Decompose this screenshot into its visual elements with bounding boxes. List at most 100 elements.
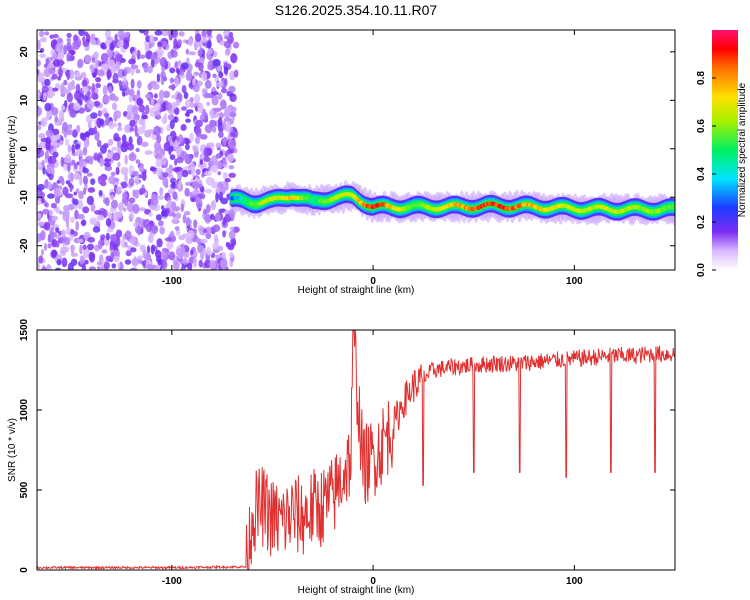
top-plot-frame (36, 29, 676, 271)
noise-cell (73, 172, 81, 181)
noise-cell (217, 183, 224, 189)
noise-cell (181, 62, 189, 70)
noise-cell (185, 143, 190, 151)
noise-cell (93, 126, 97, 134)
noise-cell (173, 206, 181, 212)
noise-cell (132, 189, 136, 198)
noise-cell (65, 218, 70, 228)
noise-cell (122, 192, 128, 201)
noise-cell (228, 230, 236, 240)
noise-cell (229, 111, 237, 118)
noise-cell (228, 32, 234, 37)
noise-cell (153, 110, 162, 116)
noise-cell (48, 209, 54, 217)
noise-cell (116, 139, 122, 149)
noise-cell (187, 230, 195, 239)
noise-cell (184, 112, 190, 117)
noise-cell (84, 95, 89, 101)
noise-cell (139, 104, 146, 113)
noise-cell (195, 198, 203, 209)
noise-cell (73, 198, 79, 206)
noise-cell (122, 40, 130, 50)
noise-cell (84, 54, 92, 64)
noise-cell (123, 68, 128, 76)
noise-cell (194, 93, 201, 104)
noise-cell (178, 179, 182, 190)
noise-cell (60, 229, 67, 238)
noise-cell (204, 79, 212, 89)
noise-cell (66, 70, 71, 81)
noise-cell (154, 93, 158, 99)
noise-cell (145, 104, 150, 115)
noise-cell (180, 124, 187, 131)
noise-cell (201, 30, 207, 38)
noise-cell (88, 266, 96, 270)
noise-cell (173, 107, 180, 115)
noise-cell (140, 141, 149, 147)
noise-cell (111, 146, 118, 151)
noise-cell (204, 188, 212, 194)
noise-cell (81, 79, 88, 88)
noise-cell (203, 92, 210, 99)
noise-cell (223, 66, 229, 75)
noise-cell (210, 164, 218, 173)
noise-cell (194, 33, 202, 43)
noise-cell (218, 117, 223, 126)
noise-cell (60, 86, 68, 95)
noise-cell (126, 143, 135, 151)
noise-cell (109, 243, 115, 251)
noise-cell (220, 257, 228, 268)
noise-cell (49, 231, 57, 237)
noise-cell (168, 251, 176, 261)
chart-title: S126.2025.354.10.11.R07 (275, 2, 438, 18)
noise-cell (120, 32, 125, 39)
noise-cell (201, 173, 205, 178)
noise-cell (93, 100, 101, 107)
noise-cell (184, 211, 191, 216)
noise-cell (177, 60, 182, 67)
noise-cell (87, 243, 94, 251)
x-tick-label: 0 (370, 576, 376, 587)
noise-cell (37, 142, 40, 148)
noise-cell (112, 72, 119, 83)
noise-cell (180, 265, 186, 270)
noise-cell (105, 117, 110, 126)
noise-cell (54, 134, 61, 140)
noise-cell (216, 33, 223, 42)
noise-cell (233, 147, 238, 154)
noise-cell (225, 48, 231, 56)
noise-cell (135, 159, 141, 165)
noise-cell (47, 234, 52, 243)
noise-cell (82, 40, 90, 48)
noise-cell (198, 259, 203, 268)
noise-cell (47, 62, 54, 69)
noise-cell (97, 175, 106, 185)
noise-cell (210, 91, 219, 96)
noise-cell (37, 200, 42, 205)
noise-cell (155, 49, 162, 59)
noise-cell (96, 69, 105, 77)
noise-cell (104, 162, 111, 168)
noise-cell (124, 230, 132, 240)
noise-cell (39, 53, 47, 58)
noise-cell (162, 101, 167, 112)
noise-cell (167, 114, 175, 121)
noise-cell (180, 203, 185, 212)
noise-cell (199, 134, 208, 140)
noise-cell (92, 226, 101, 233)
noise-cell (37, 106, 43, 116)
y-tick-label: -20 (19, 238, 30, 253)
noise-cell (157, 41, 164, 47)
noise-cell (125, 250, 132, 257)
noise-cell (45, 140, 51, 151)
noise-cell (121, 134, 127, 144)
noise-cell (37, 261, 41, 270)
noise-cell (231, 106, 237, 113)
noise-cell (46, 109, 52, 119)
noise-cell (215, 142, 222, 149)
noise-cell (194, 237, 202, 243)
noise-cell (164, 237, 173, 242)
noise-cell (106, 68, 112, 79)
noise-cell (217, 171, 222, 176)
noise-cell (124, 31, 130, 38)
